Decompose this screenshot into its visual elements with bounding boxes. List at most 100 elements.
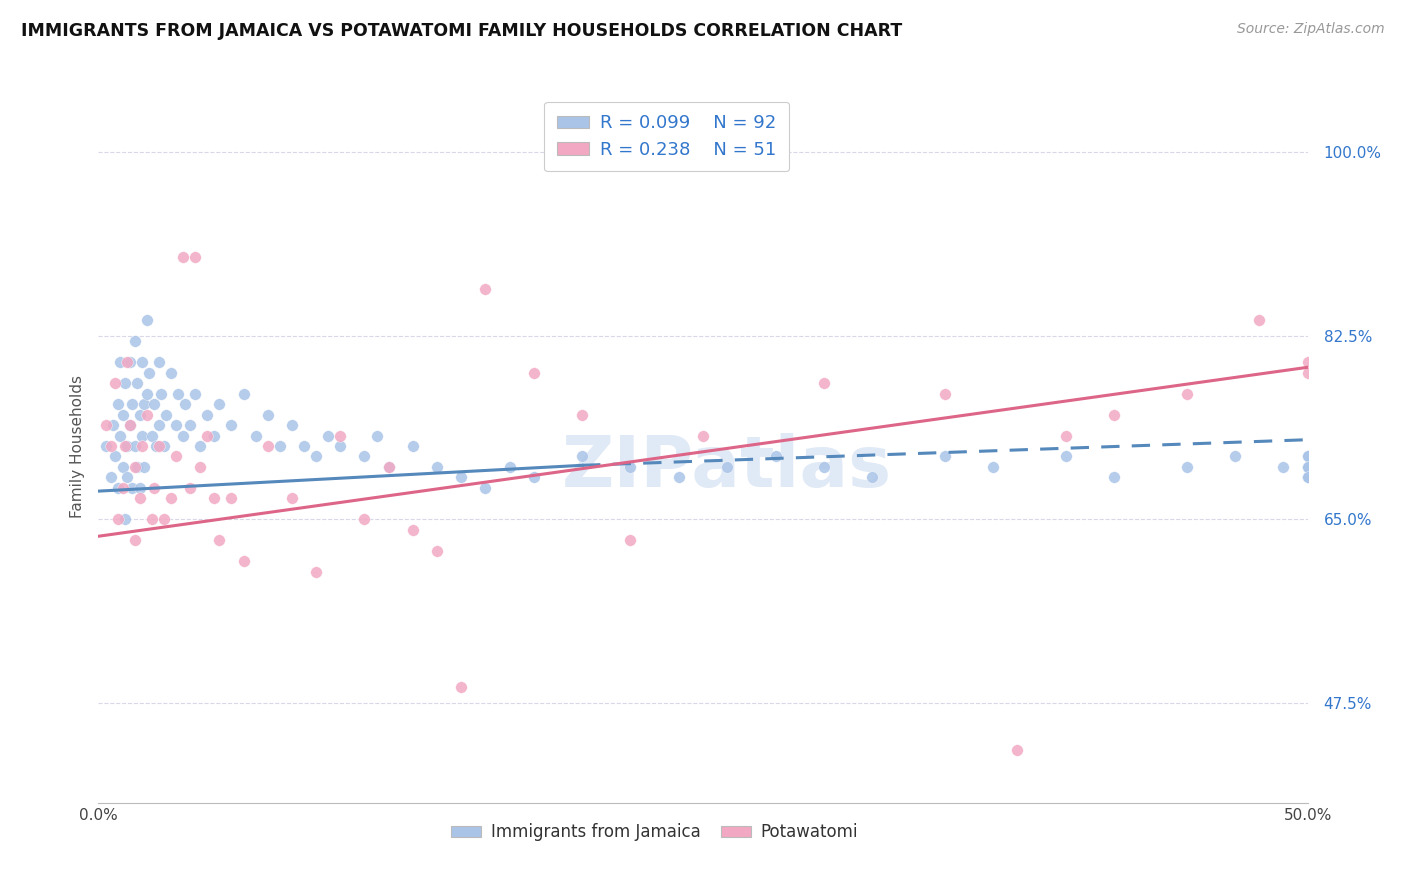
Point [94,439,117,453]
Point [104,450,127,464]
Point [152,512,174,526]
Point [353,512,375,526]
Point [165,417,187,432]
Point [111,460,134,475]
Point [148,417,170,432]
Point [316,428,339,442]
Point [450,470,472,484]
Point [305,450,328,464]
Point [934,386,956,401]
Point [813,460,835,475]
Point [232,554,254,568]
Point [498,460,520,475]
Point [1296,366,1319,380]
Point [571,408,593,422]
Point [160,491,183,506]
Point [135,386,157,401]
Point [150,386,173,401]
Point [281,417,304,432]
Point [292,439,315,453]
Point [232,386,254,401]
Point [148,439,170,453]
Text: Source: ZipAtlas.com: Source: ZipAtlas.com [1237,22,1385,37]
Point [195,408,218,422]
Point [179,481,201,495]
Point [221,491,243,506]
Point [131,439,153,453]
Point [124,334,146,348]
Point [135,313,157,327]
Point [184,250,207,264]
Point [426,460,449,475]
Point [143,397,166,411]
Point [1249,313,1271,327]
Point [179,417,201,432]
Point [523,366,546,380]
Point [121,481,143,495]
Point [305,565,328,579]
Point [1175,386,1198,401]
Text: ZIPatlas: ZIPatlas [562,433,893,502]
Point [1296,460,1319,475]
Point [1102,470,1125,484]
Point [143,481,166,495]
Point [145,439,167,453]
Point [127,460,149,475]
Point [619,460,641,475]
Point [128,408,150,422]
Point [269,439,291,453]
Point [256,408,278,422]
Point [114,439,136,453]
Point [128,481,150,495]
Point [134,460,156,475]
Point [114,376,136,390]
Point [1296,450,1319,464]
Point [668,470,690,484]
Point [134,397,156,411]
Point [174,397,197,411]
Point [619,533,641,548]
Point [172,250,194,264]
Point [104,376,127,390]
Point [281,491,304,506]
Point [981,460,1004,475]
Legend: Immigrants from Jamaica, Potawatomi: Immigrants from Jamaica, Potawatomi [444,817,865,848]
Point [353,450,375,464]
Point [135,408,157,422]
Point [1296,470,1319,484]
Point [124,439,146,453]
Point [107,481,129,495]
Point [934,450,956,464]
Point [118,417,141,432]
Point [1296,460,1319,475]
Point [474,282,496,296]
Point [1054,428,1077,442]
Point [114,512,136,526]
Point [165,450,187,464]
Point [124,533,146,548]
Point [118,417,141,432]
Point [101,417,124,432]
Point [195,428,218,442]
Point [1007,743,1029,757]
Point [172,428,194,442]
Point [184,386,207,401]
Point [141,512,163,526]
Point [131,355,153,369]
Point [108,428,131,442]
Point [204,428,226,442]
Point [111,481,134,495]
Point [377,460,399,475]
Point [571,450,593,464]
Point [716,460,738,475]
Point [1296,460,1319,475]
Point [523,470,546,484]
Point [377,460,399,475]
Point [117,355,139,369]
Point [860,470,883,484]
Point [1296,470,1319,484]
Point [100,470,122,484]
Point [148,355,170,369]
Point [256,439,278,453]
Point [402,523,425,537]
